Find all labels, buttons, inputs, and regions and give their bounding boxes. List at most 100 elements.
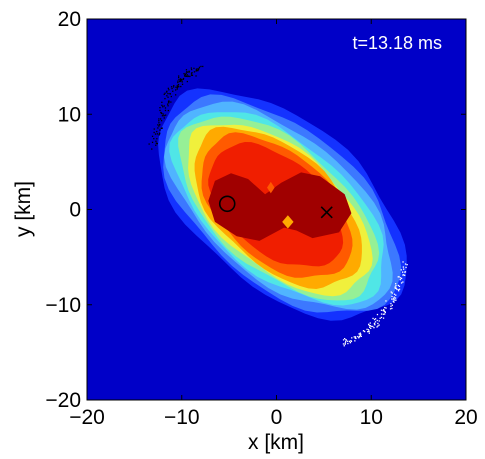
tracer-dot bbox=[170, 86, 173, 88]
tracer-dot bbox=[398, 276, 400, 278]
tracer-dot bbox=[385, 300, 387, 302]
tracer-dot bbox=[175, 89, 177, 91]
tracer-dot bbox=[343, 345, 345, 347]
tracer-dot bbox=[178, 76, 180, 79]
tracer-dot bbox=[178, 78, 180, 81]
tracer-dot bbox=[389, 308, 392, 310]
tracer-dot bbox=[367, 331, 369, 333]
tracer-dot bbox=[185, 75, 187, 77]
tracer-dot bbox=[354, 336, 357, 338]
tracer-dot bbox=[374, 321, 377, 323]
tracer-dot bbox=[159, 107, 161, 109]
tracer-dot bbox=[348, 340, 351, 342]
tracer-dot bbox=[191, 74, 194, 76]
tracer-dot bbox=[182, 77, 185, 80]
tracer-dot bbox=[362, 330, 365, 332]
tracer-dot bbox=[195, 70, 197, 72]
tracer-dot bbox=[179, 80, 181, 83]
tracer-dot bbox=[380, 309, 383, 311]
tracer-dot bbox=[186, 74, 188, 76]
tracer-dot bbox=[156, 138, 158, 140]
tracer-dot bbox=[342, 339, 345, 341]
tracer-dot bbox=[184, 74, 186, 76]
tracer-dot bbox=[185, 72, 187, 74]
tracer-dot bbox=[184, 75, 186, 77]
tracer-dot bbox=[345, 341, 347, 343]
tracer-dot bbox=[162, 113, 164, 115]
tracer-dot bbox=[168, 89, 170, 91]
contour-layers bbox=[158, 88, 407, 321]
tracer-dot bbox=[178, 75, 180, 77]
tracer-dot bbox=[402, 271, 404, 273]
x-axis-title: x [km] bbox=[248, 431, 304, 454]
y-tick-label: 0 bbox=[69, 199, 81, 222]
tracer-dot bbox=[190, 74, 193, 76]
tracer-dot bbox=[380, 316, 383, 319]
tracer-dot bbox=[366, 328, 368, 330]
tracer-dot bbox=[360, 335, 362, 337]
tracer-dot bbox=[165, 114, 167, 116]
tracer-dot bbox=[345, 339, 347, 341]
tracer-dot bbox=[148, 143, 150, 145]
tracer-dot bbox=[376, 319, 378, 322]
tracer-dot bbox=[369, 322, 371, 324]
tracer-dot bbox=[378, 320, 380, 322]
tracer-dot bbox=[157, 127, 159, 129]
tracer-dot bbox=[186, 80, 188, 83]
tracer-dot bbox=[398, 290, 400, 292]
tracer-dot bbox=[390, 305, 392, 307]
tracer-dot bbox=[374, 318, 377, 320]
tracer-dot bbox=[392, 298, 394, 300]
tracer-dot bbox=[190, 67, 192, 69]
tracer-dot bbox=[164, 107, 167, 109]
tracer-dot bbox=[153, 128, 155, 130]
tracer-dot bbox=[200, 65, 202, 68]
tracer-dot bbox=[398, 285, 401, 287]
tracer-dot bbox=[190, 68, 193, 71]
tracer-dot bbox=[402, 274, 404, 276]
tracer-dot bbox=[175, 86, 177, 88]
tracer-dot bbox=[158, 133, 161, 135]
tracer-dot bbox=[395, 294, 397, 296]
tracer-dot bbox=[384, 306, 386, 309]
tracer-dot bbox=[177, 85, 179, 88]
tracer-dot bbox=[395, 283, 397, 285]
tracer-dot bbox=[202, 65, 204, 68]
tracer-dot bbox=[398, 288, 401, 290]
tracer-dot bbox=[394, 287, 396, 289]
tracer-dot bbox=[177, 84, 180, 86]
tracer-dot bbox=[358, 333, 360, 335]
tracer-dot bbox=[187, 75, 190, 77]
tracer-dot bbox=[344, 342, 346, 344]
tracer-dot bbox=[355, 337, 357, 340]
tracer-dot bbox=[359, 333, 361, 335]
tracer-dot bbox=[377, 322, 379, 325]
tracer-dot bbox=[394, 286, 396, 288]
tracer-dot bbox=[167, 93, 169, 95]
tracer-dot bbox=[156, 130, 158, 133]
tracer-dot bbox=[400, 282, 403, 284]
tracer-dot bbox=[373, 327, 375, 329]
tracer-dot bbox=[156, 142, 158, 144]
tracer-dot bbox=[391, 295, 393, 298]
tracer-dot bbox=[404, 274, 406, 276]
tracer-dot bbox=[167, 109, 169, 112]
tracer-dot bbox=[342, 343, 345, 345]
tracer-dot bbox=[160, 127, 162, 129]
core-hotspot bbox=[267, 181, 275, 194]
tracer-dot bbox=[161, 115, 164, 117]
tracer-dot bbox=[402, 266, 404, 268]
tracer-dot bbox=[182, 78, 184, 80]
tracer-dot bbox=[372, 317, 374, 320]
tracer-dot bbox=[164, 109, 167, 112]
tracer-dot bbox=[168, 100, 170, 102]
tracer-dot bbox=[393, 296, 395, 298]
tracer-dot bbox=[181, 83, 184, 85]
tracer-dot bbox=[396, 288, 398, 291]
tracer-dot bbox=[180, 85, 182, 88]
tracer-dot bbox=[376, 326, 378, 328]
tracer-dot bbox=[160, 120, 163, 122]
tracer-dot bbox=[188, 70, 190, 72]
tracer-dot bbox=[163, 105, 165, 107]
tracer-dot bbox=[359, 334, 361, 337]
